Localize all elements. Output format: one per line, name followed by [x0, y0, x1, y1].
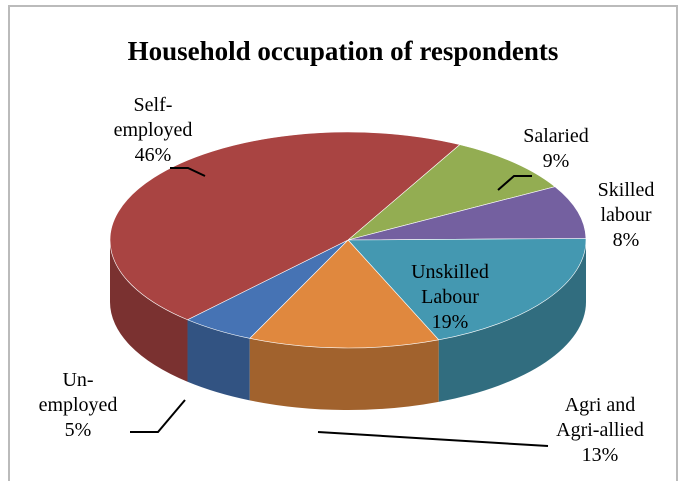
pie-slice	[347, 144, 556, 241]
category-label: Agri and Agri-allied	[556, 394, 644, 441]
category-label: Self-employed	[113, 94, 193, 141]
pie-slice	[249, 239, 440, 349]
pie-slice	[347, 238, 587, 341]
pie-side	[187, 319, 250, 401]
leaders	[130, 167, 549, 447]
pie-slice	[347, 186, 587, 241]
category-label: Salaried	[523, 125, 589, 147]
frame	[8, 5, 678, 481]
value-label: 8%	[612, 229, 640, 251]
value-label: 9%	[542, 150, 570, 172]
slice-label: Agri and Agri-allied 13%	[546, 393, 654, 468]
leader-line	[497, 175, 532, 191]
leader-line	[170, 167, 206, 177]
chart-title: Household occupation of respondents	[127, 36, 559, 66]
category-label: Unskilled Labour	[411, 261, 489, 308]
pie-slice	[109, 131, 461, 321]
pie	[109, 131, 587, 410]
category-label: Skilled labour	[597, 179, 655, 226]
value-label: 46%	[134, 144, 172, 166]
leader-line	[130, 399, 186, 433]
slice-label: Skilled labour 8%	[581, 178, 671, 253]
slice-label: Salaried 9%	[506, 124, 606, 174]
slice-label: Self-employed 46%	[97, 93, 209, 168]
pie-side	[110, 240, 188, 382]
category-label: Un-employed	[38, 369, 118, 416]
slice-label: Un-employed 5%	[28, 368, 128, 443]
leader-line	[317, 431, 549, 447]
value-label: 13%	[581, 444, 619, 466]
pie-side	[249, 338, 439, 410]
value-label: 19%	[431, 311, 469, 333]
slice-label: Unskilled Labour 19%	[394, 260, 506, 335]
value-label: 5%	[64, 419, 92, 441]
pie-side	[438, 240, 586, 402]
